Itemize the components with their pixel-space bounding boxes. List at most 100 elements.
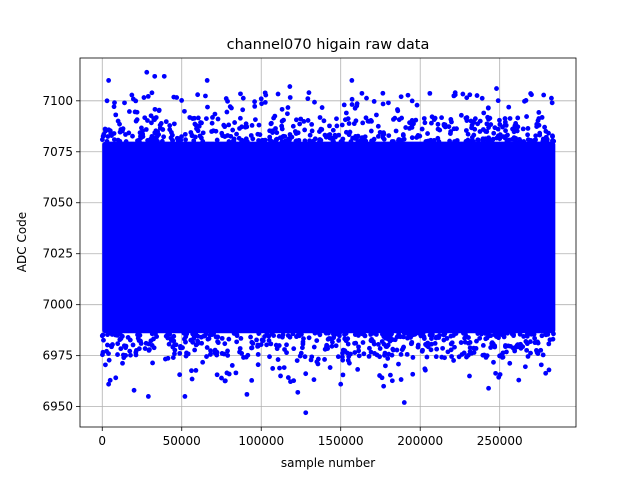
sample-point [260, 338, 266, 344]
sample-point [464, 95, 470, 101]
sample-point [446, 124, 452, 130]
sample-point [231, 138, 236, 144]
sample-point [360, 340, 366, 345]
sample-point [349, 96, 355, 102]
sample-point [377, 354, 383, 360]
sample-point [391, 139, 396, 144]
sample-point [431, 117, 437, 122]
sample-point [497, 117, 502, 123]
sample-point [505, 330, 510, 336]
sample-point [424, 138, 430, 144]
sample-point [145, 93, 151, 99]
sample-point [112, 100, 117, 106]
sample-point [535, 339, 540, 345]
sample-point [360, 139, 365, 144]
sample-point [282, 134, 288, 139]
sample-point [387, 372, 393, 378]
x-tick-label: 50000 [163, 434, 201, 448]
sample-point [505, 343, 511, 349]
sample-point [435, 121, 441, 127]
y-axis-label: ADC Code [15, 212, 29, 272]
sample-point [284, 350, 289, 356]
sample-point [243, 354, 249, 360]
sample-point [281, 365, 287, 370]
sample-point [496, 331, 502, 337]
sample-point [343, 110, 349, 116]
sample-point [208, 352, 213, 357]
sample-point [335, 354, 341, 360]
sample-point [475, 331, 481, 336]
sample-point [203, 93, 208, 99]
sample-point [429, 120, 434, 126]
sample-point [368, 349, 374, 355]
sample-point [267, 354, 272, 360]
sample-point [103, 362, 108, 368]
x-tick-label: 100000 [238, 434, 284, 448]
sample-point [472, 116, 478, 122]
sample-point [239, 124, 245, 130]
sample-point [193, 367, 199, 373]
sample-point [256, 331, 262, 336]
sample-point [532, 335, 538, 341]
sample-point [188, 337, 194, 343]
sample-point [520, 126, 526, 132]
outlier-point [303, 410, 309, 416]
sample-point [266, 338, 272, 343]
sample-point [262, 100, 268, 105]
sample-point [448, 129, 454, 134]
sample-point [177, 372, 183, 378]
sample-point [334, 116, 339, 122]
sample-point [422, 120, 428, 126]
data-points [99, 69, 557, 416]
sample-point [551, 331, 556, 337]
sample-point [452, 139, 457, 144]
sample-point [177, 350, 183, 356]
sample-point [414, 135, 420, 140]
sample-point [522, 364, 528, 370]
sample-point [301, 336, 306, 342]
sample-point [428, 347, 434, 353]
sample-point [441, 332, 447, 338]
sample-point [543, 128, 549, 134]
sample-point [429, 341, 434, 347]
sample-point [309, 128, 315, 134]
sample-point [317, 115, 323, 120]
sample-point [512, 348, 518, 354]
sample-point [120, 360, 125, 366]
sample-point [172, 342, 177, 347]
sample-point [210, 128, 216, 134]
sample-point [366, 353, 372, 359]
sample-point [104, 348, 109, 354]
sample-point [152, 117, 157, 123]
sample-point [152, 106, 158, 112]
sample-point [363, 115, 369, 121]
outlier-point [219, 375, 224, 381]
sample-point [148, 113, 154, 119]
sample-point [105, 342, 110, 348]
sample-point [252, 117, 258, 122]
sample-point [268, 120, 274, 126]
sample-point [463, 128, 469, 133]
sample-point [222, 124, 228, 130]
sample-point [220, 133, 225, 139]
sample-point [322, 346, 328, 352]
sample-point [279, 106, 285, 112]
sample-point [383, 363, 388, 369]
sample-point [331, 332, 337, 338]
sample-point [543, 370, 549, 376]
sample-point [380, 331, 386, 336]
sample-point [229, 105, 234, 111]
sample-point [481, 110, 487, 116]
sample-point [537, 130, 543, 136]
sample-point [301, 119, 307, 124]
data-band-fill [102, 141, 556, 334]
sample-point [430, 332, 435, 337]
sample-point [546, 341, 552, 347]
sample-point [458, 340, 464, 345]
sample-point [385, 356, 391, 361]
sample-point [290, 123, 296, 129]
sample-point [380, 90, 386, 96]
sample-point [333, 343, 339, 349]
sample-point [474, 338, 479, 344]
sample-point [458, 112, 464, 118]
